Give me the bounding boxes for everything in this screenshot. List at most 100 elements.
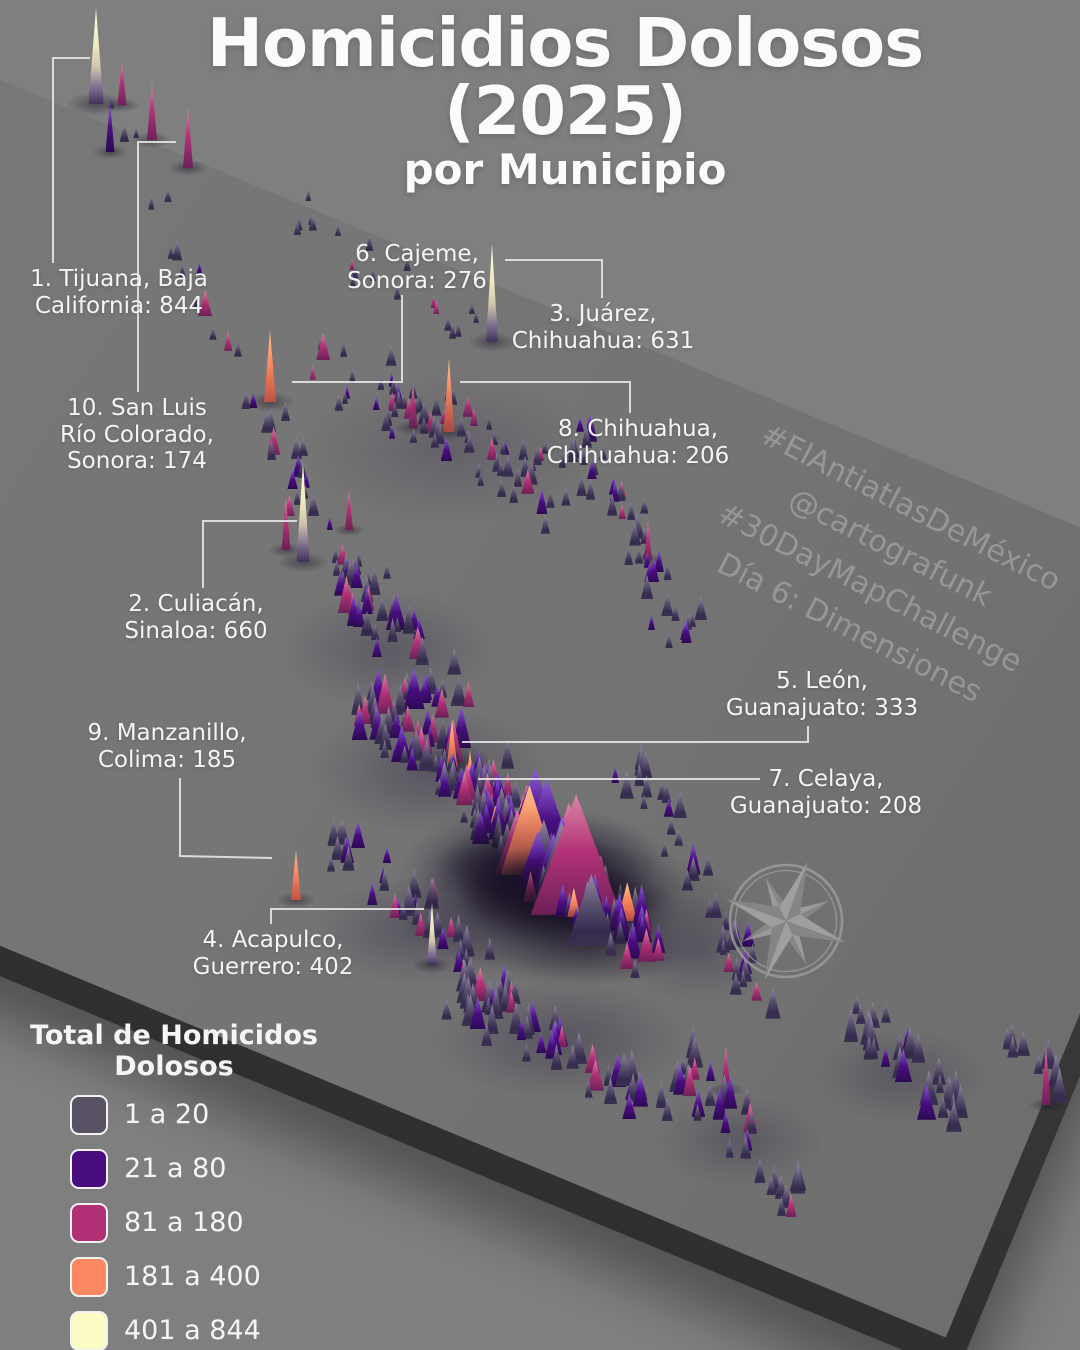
spike	[948, 1092, 959, 1112]
spike	[654, 549, 664, 573]
spike	[431, 754, 441, 772]
annotation-tijuana: 1. Tijuana, Baja California: 844	[0, 266, 289, 319]
annotation-celaya: 7. Celaya, Guanajuato: 208	[656, 766, 996, 819]
spike	[497, 479, 507, 497]
spike	[334, 223, 342, 237]
spike	[340, 554, 352, 578]
spike	[413, 617, 425, 640]
spike	[720, 1110, 731, 1134]
spike	[689, 612, 697, 628]
spike	[340, 341, 348, 358]
spike	[852, 996, 861, 1015]
spike	[365, 570, 372, 586]
spike	[409, 428, 418, 443]
spike	[406, 748, 419, 771]
legend-title-line-2: Dolosos	[114, 1051, 234, 1083]
spike	[393, 390, 404, 409]
spike	[462, 681, 475, 708]
annotation-line: 3. Juárez,	[549, 301, 657, 327]
spike	[430, 432, 440, 448]
annotation-line: Guanajuato: 208	[729, 792, 923, 819]
spike	[133, 127, 140, 139]
spike	[640, 497, 649, 514]
spike	[433, 301, 440, 315]
spike	[648, 614, 655, 631]
spike	[345, 490, 353, 530]
spike-shadow	[412, 957, 452, 973]
spike	[587, 460, 597, 480]
spike	[193, 295, 201, 309]
spike	[443, 358, 455, 432]
spike	[297, 458, 307, 479]
legend-row-3: 81 a 180	[70, 1202, 324, 1243]
spike	[614, 883, 627, 907]
legend-swatch-4	[70, 1256, 108, 1297]
spike	[580, 448, 588, 466]
spike	[541, 441, 549, 454]
spike	[385, 345, 397, 366]
spike	[585, 478, 596, 500]
spike	[705, 1060, 716, 1082]
spike	[603, 1063, 614, 1086]
compass-rose-icon	[726, 861, 846, 981]
spike	[618, 504, 626, 519]
spike	[105, 102, 115, 152]
spike	[361, 586, 373, 615]
legend-title: Total de Homicidos Dolosos	[24, 1020, 324, 1082]
spike	[657, 780, 667, 801]
spike	[607, 492, 618, 516]
legend-swatch-5	[70, 1310, 108, 1350]
spike	[1006, 1023, 1018, 1049]
annotation-cajeme: 6. Cajeme, Sonora: 276	[247, 241, 587, 294]
spike	[293, 221, 302, 236]
spike	[461, 948, 471, 967]
spike	[290, 437, 303, 460]
spike	[576, 416, 584, 432]
spike	[725, 1138, 734, 1158]
spike	[430, 295, 437, 309]
spike	[307, 493, 320, 517]
spike	[678, 1057, 688, 1076]
annotation-manzanillo: 9. Manzanillo, Colima: 185	[0, 720, 337, 773]
spike	[456, 417, 467, 437]
spike	[394, 898, 403, 917]
spike	[453, 949, 465, 972]
spike	[616, 481, 626, 502]
spike	[742, 1128, 753, 1151]
spike	[332, 559, 341, 576]
spike	[424, 725, 436, 748]
spike	[644, 563, 655, 583]
spike	[309, 365, 316, 380]
spike	[291, 850, 301, 900]
legend-row-5: 401 a 844	[70, 1310, 324, 1350]
spike	[641, 775, 653, 798]
spike	[499, 440, 507, 455]
spike	[393, 283, 401, 300]
spike	[302, 472, 310, 488]
annotation-line: Chihuahua: 206	[546, 442, 730, 469]
spike	[435, 423, 445, 445]
spike	[351, 821, 365, 848]
spike	[589, 456, 599, 476]
spike	[196, 261, 203, 275]
spike	[1002, 1028, 1013, 1050]
spike	[880, 1046, 891, 1067]
spike	[334, 394, 344, 411]
spike	[765, 986, 781, 1019]
spike	[464, 429, 472, 443]
spike	[411, 893, 420, 911]
spike	[336, 544, 349, 565]
spike	[634, 548, 644, 564]
spike	[777, 1196, 787, 1216]
spike	[665, 632, 673, 649]
spike	[561, 487, 571, 506]
spike	[298, 438, 309, 457]
spike	[301, 484, 309, 499]
spike	[365, 234, 374, 252]
spike	[383, 562, 391, 579]
annotation-acapulco: 4. Acapulco, Guerrero: 402	[103, 927, 443, 980]
spike	[674, 829, 684, 846]
annotation-slrc: 10. San Luis Río Colorado, Sonora: 174	[0, 395, 307, 475]
spike	[644, 520, 652, 560]
legend-label-3: 81 a 180	[124, 1207, 244, 1239]
